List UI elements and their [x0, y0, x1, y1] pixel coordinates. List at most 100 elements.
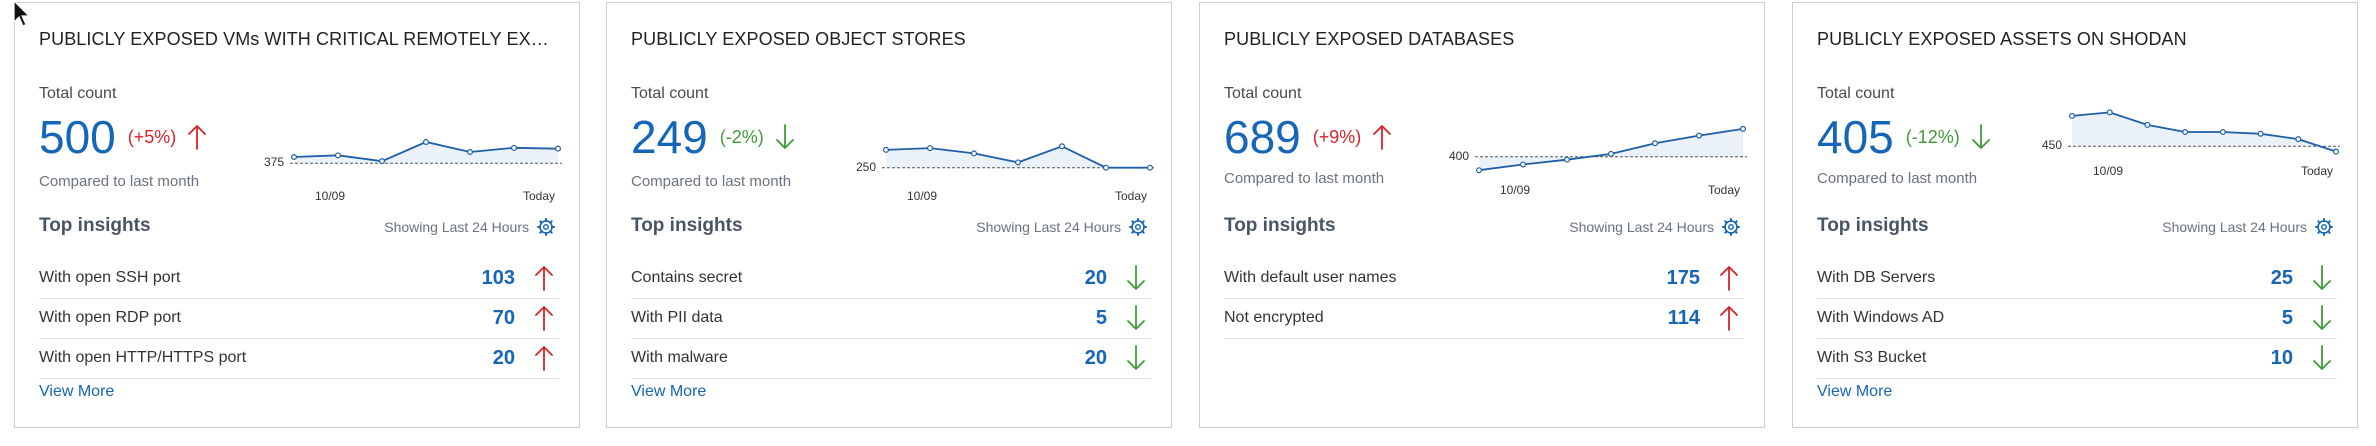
sparkline-point [290, 154, 298, 161]
sparkline-chart [2068, 109, 2340, 155]
top-insights-title: Top insights [39, 215, 151, 236]
card-title: PUBLICLY EXPOSED VMs WITH CRITICAL REMOT… [39, 29, 559, 49]
sparkline-x-start: 10/09 [315, 189, 346, 203]
total-count-value: 405 [1817, 111, 1894, 163]
insight-row[interactable]: Contains secret 20 [631, 259, 1151, 299]
insight-value: 5 [1095, 307, 1107, 329]
insight-value: 103 [481, 267, 515, 289]
gear-icon[interactable] [1722, 218, 1740, 236]
sparkline-area [294, 142, 558, 164]
insight-label: With open SSH port [39, 269, 181, 286]
view-more-link[interactable]: View More [631, 383, 707, 400]
insight-value: 114 [1667, 307, 1700, 329]
mouse-cursor-icon [13, 0, 31, 27]
arrow-down-icon [1127, 345, 1145, 370]
arrow-up-icon [535, 346, 553, 371]
insight-row[interactable]: Not encrypted 114 [1224, 299, 1744, 339]
total-count-row: 689 (+9%) [1224, 109, 1393, 165]
sparkline-line [2071, 111, 2337, 153]
card-title: PUBLICLY EXPOSED OBJECT STORES [631, 29, 966, 49]
sparkline-point [882, 146, 890, 153]
insights-list: With DB Servers 25 With Windows AD 5 Wit… [1817, 259, 2337, 379]
insight-row[interactable]: With S3 Bucket 10 [1817, 339, 2337, 379]
total-count-row: 500 (+5%) [39, 109, 208, 165]
insight-row[interactable]: With malware 20 [631, 339, 1151, 379]
total-count-label: Total count [39, 85, 117, 102]
time-range-label: Showing Last 24 Hours [976, 219, 1121, 235]
gear-icon[interactable] [537, 218, 555, 236]
compared-label: Compared to last month [631, 173, 792, 190]
trend-arrow-icon [1971, 124, 1990, 149]
arrow-up-icon [535, 306, 553, 331]
insight-trend-arrow-icon [1127, 265, 1145, 290]
sparkline-x-start: 10/09 [2093, 164, 2124, 178]
top-insights-title: Top insights [1817, 215, 1929, 236]
sparkline-reference-label: 450 [2042, 138, 2063, 153]
exposure-card-0: PUBLICLY EXPOSED VMs WITH CRITICAL REMOT… [14, 2, 580, 428]
trend-arrow-icon [188, 125, 207, 150]
exposure-card-1: PUBLICLY EXPOSED OBJECT STORES Total cou… [606, 2, 1172, 428]
insight-trend-arrow-icon [2313, 345, 2331, 370]
change-percent: (+5%) [127, 126, 177, 147]
insight-row[interactable]: With Windows AD 5 [1817, 299, 2337, 339]
compared-label: Compared to last month [39, 173, 200, 190]
sparkline-point [1059, 143, 1066, 150]
time-range-label: Showing Last 24 Hours [2162, 219, 2307, 235]
sparkline-point [334, 152, 341, 159]
card-title: PUBLICLY EXPOSED DATABASES [1224, 29, 1515, 49]
insight-row[interactable]: With default user names 175 [1224, 259, 1744, 299]
insight-row[interactable]: With PII data 5 [631, 299, 1151, 339]
insight-label: With default user names [1224, 269, 1397, 286]
gear-icon[interactable] [2315, 218, 2333, 236]
sparkline-point [926, 145, 933, 152]
sparkline-point [378, 158, 385, 165]
arrow-up-icon [1720, 306, 1738, 331]
arrow-down-icon [2313, 265, 2331, 290]
top-insights-title: Top insights [631, 215, 743, 236]
insights-list: Contains secret 20 With PII data 5 With … [631, 259, 1151, 379]
gear-icon[interactable] [1129, 218, 1147, 236]
change-percent: (+9%) [1312, 126, 1362, 147]
sparkline-point [2257, 130, 2264, 137]
insight-trend-arrow-icon [2313, 305, 2331, 330]
compared-label: Compared to last month [1224, 170, 1385, 187]
insight-label: With DB Servers [1817, 269, 1936, 286]
insight-label: With PII data [631, 309, 723, 326]
exposure-card-3: PUBLICLY EXPOSED ASSETS ON SHODAN Total … [1792, 2, 2358, 428]
sparkline-chart [1475, 125, 1747, 174]
insight-row[interactable]: With open RDP port 70 [39, 299, 559, 339]
time-range-label: Showing Last 24 Hours [1569, 219, 1714, 235]
arrow-down-icon [2313, 305, 2331, 330]
arrow-down-icon [1127, 305, 1145, 330]
total-count-value: 689 [1224, 111, 1301, 163]
total-count-row: 405 (-12%) [1817, 109, 1992, 165]
sparkline-x-end: Today [2301, 164, 2334, 178]
sparkline-point [511, 144, 518, 151]
insight-row[interactable]: With open SSH port 103 [39, 259, 559, 299]
arrow-up-icon [1720, 266, 1738, 291]
sparkline-point [2144, 121, 2151, 128]
total-count-label: Total count [1224, 85, 1302, 102]
exposure-card-2: PUBLICLY EXPOSED DATABASES Total count 6… [1199, 2, 1765, 428]
sparkline-reference-label: 400 [1449, 148, 1470, 163]
sparkline-x-start: 10/09 [1500, 183, 1531, 197]
insight-trend-arrow-icon [1720, 266, 1738, 291]
insight-row[interactable]: With open HTTP/HTTPS port 20 [39, 339, 559, 379]
trend-arrow-icon [775, 124, 794, 149]
insight-row[interactable]: With DB Servers 25 [1817, 259, 2337, 299]
view-more-link[interactable]: View More [1817, 383, 1893, 400]
sparkline-point [1519, 161, 1526, 168]
sparkline-chart [290, 139, 562, 165]
insight-trend-arrow-icon [2313, 265, 2331, 290]
view-more-link[interactable]: View More [39, 383, 115, 400]
trend-arrow-icon [1373, 125, 1392, 150]
sparkline-point [1696, 132, 1703, 139]
card-title: PUBLICLY EXPOSED ASSETS ON SHODAN [1817, 29, 2187, 49]
sparkline-x-end: Today [523, 189, 556, 203]
sparkline-area [1479, 128, 1743, 171]
insight-value: 5 [2281, 307, 2293, 329]
arrow-down-icon [2313, 345, 2331, 370]
insight-value: 25 [2270, 267, 2293, 289]
insight-label: With open HTTP/HTTPS port [39, 349, 247, 366]
arrow-down-icon [775, 124, 794, 149]
